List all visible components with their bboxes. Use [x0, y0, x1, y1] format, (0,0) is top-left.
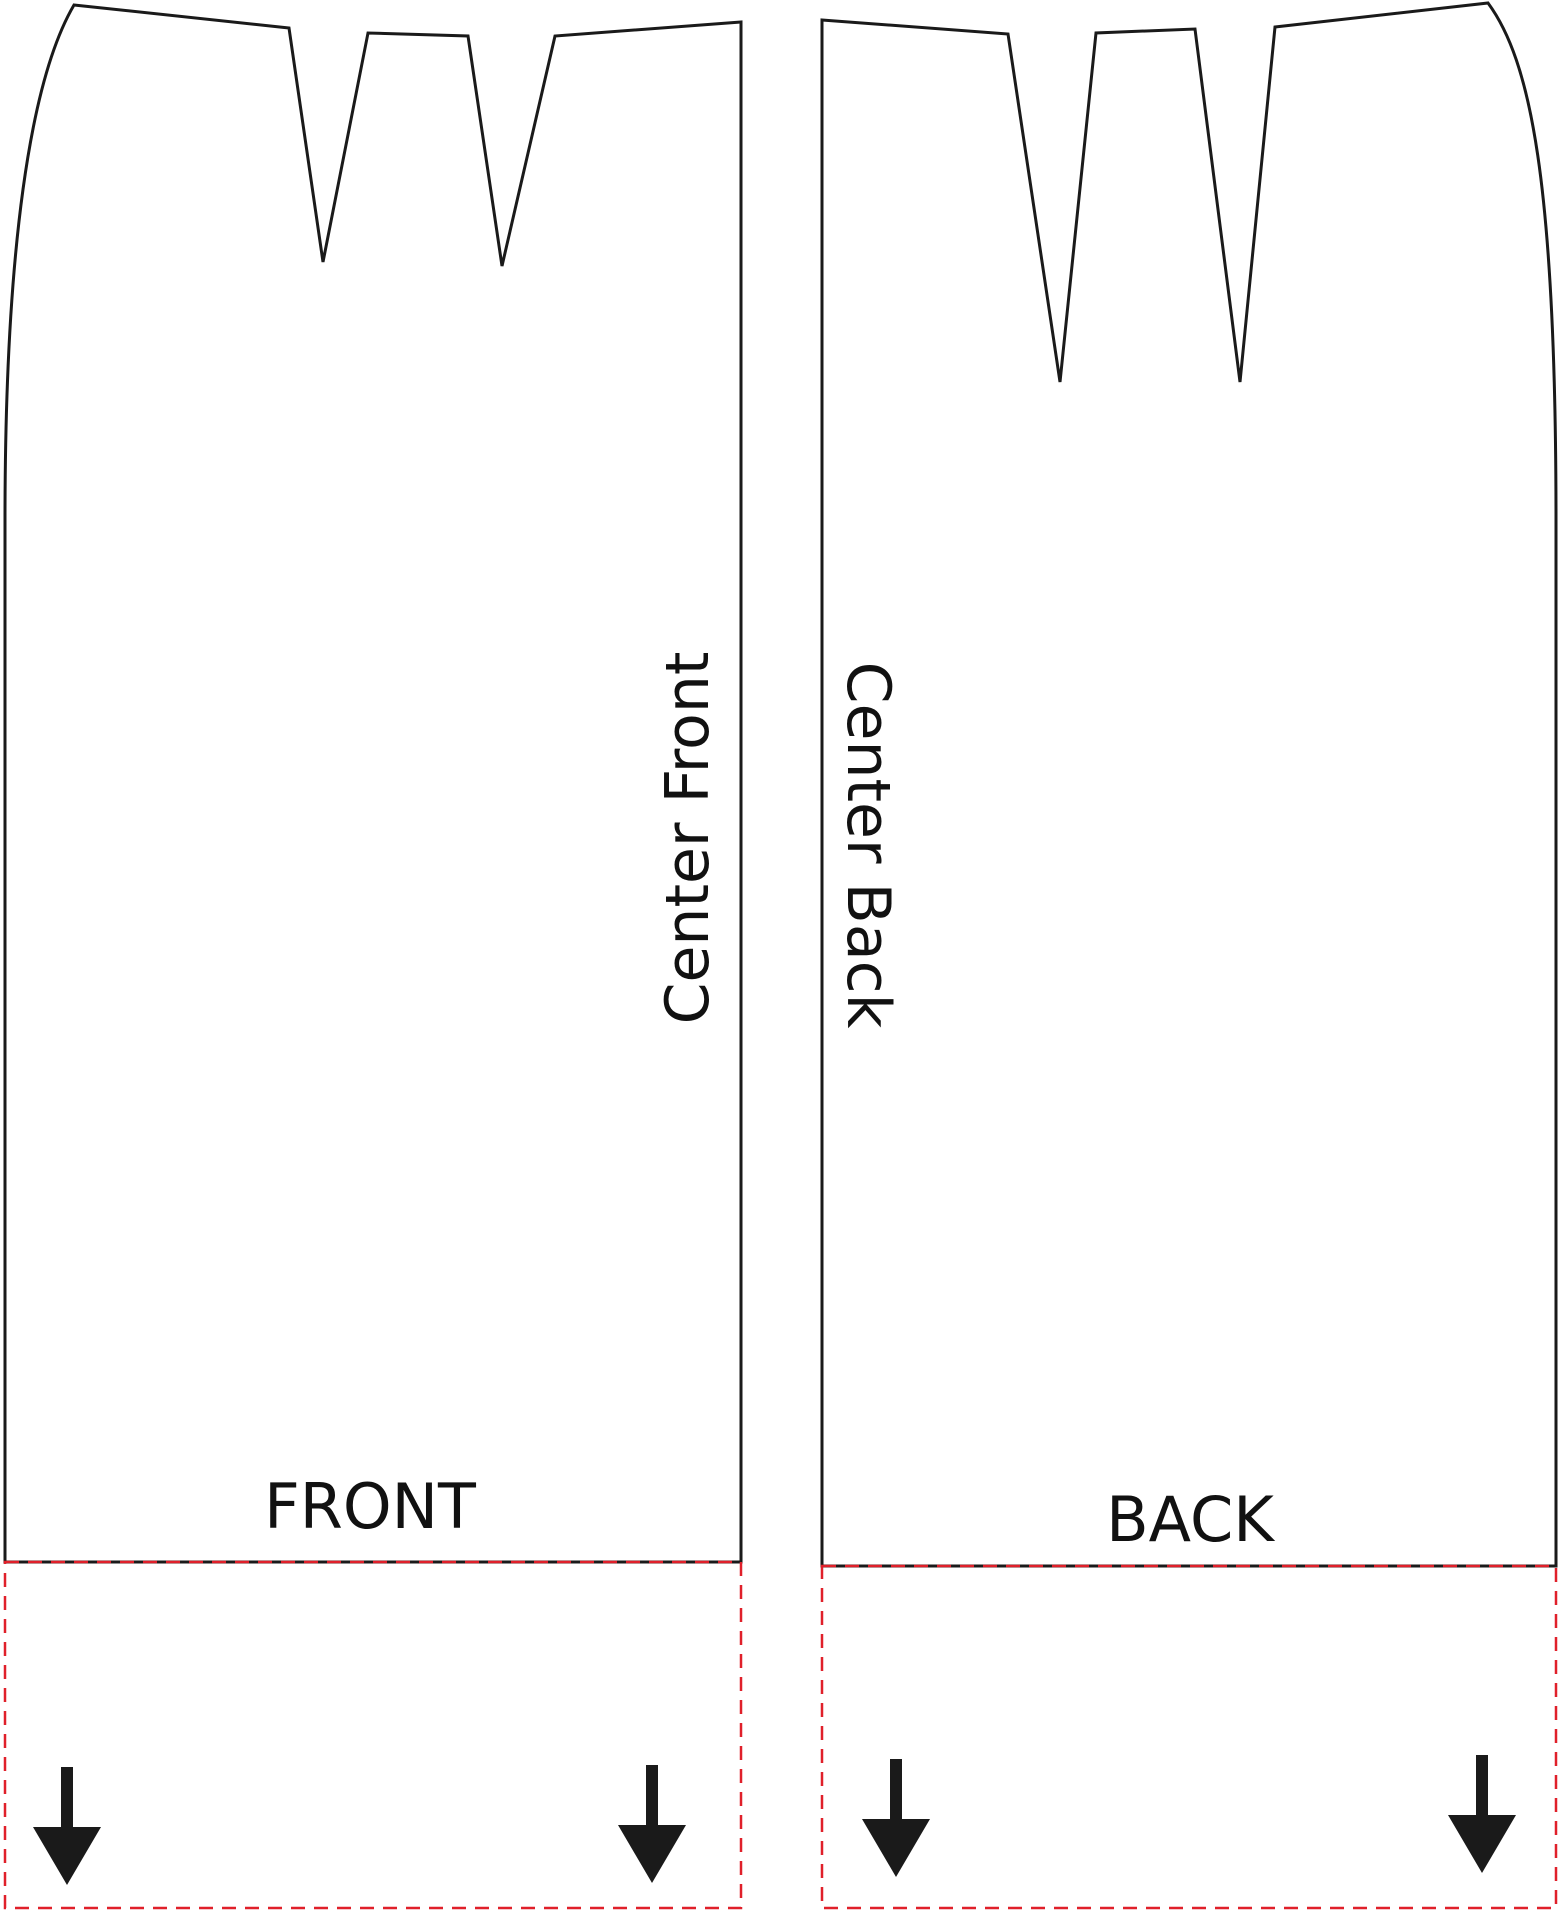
down-arrow-icon	[33, 1767, 101, 1885]
front-hem-extension	[3, 1560, 743, 1910]
back-panel-outline	[820, 1, 1558, 1568]
front-panel-label: FRONT	[264, 1470, 477, 1543]
back-panel-label: BACK	[1106, 1483, 1275, 1556]
down-arrow-icon	[1448, 1755, 1516, 1873]
back-panel: BACK Center Back	[820, 1, 1558, 1910]
front-panel: FRONT Center Front	[3, 3, 743, 1910]
down-arrow-icon	[862, 1759, 930, 1877]
center-back-label: Center Back	[833, 662, 903, 1029]
down-arrow-icon	[618, 1765, 686, 1883]
center-front-label: Center Front	[653, 652, 723, 1025]
back-hem-extension	[820, 1564, 1558, 1910]
front-panel-outline	[3, 3, 743, 1564]
